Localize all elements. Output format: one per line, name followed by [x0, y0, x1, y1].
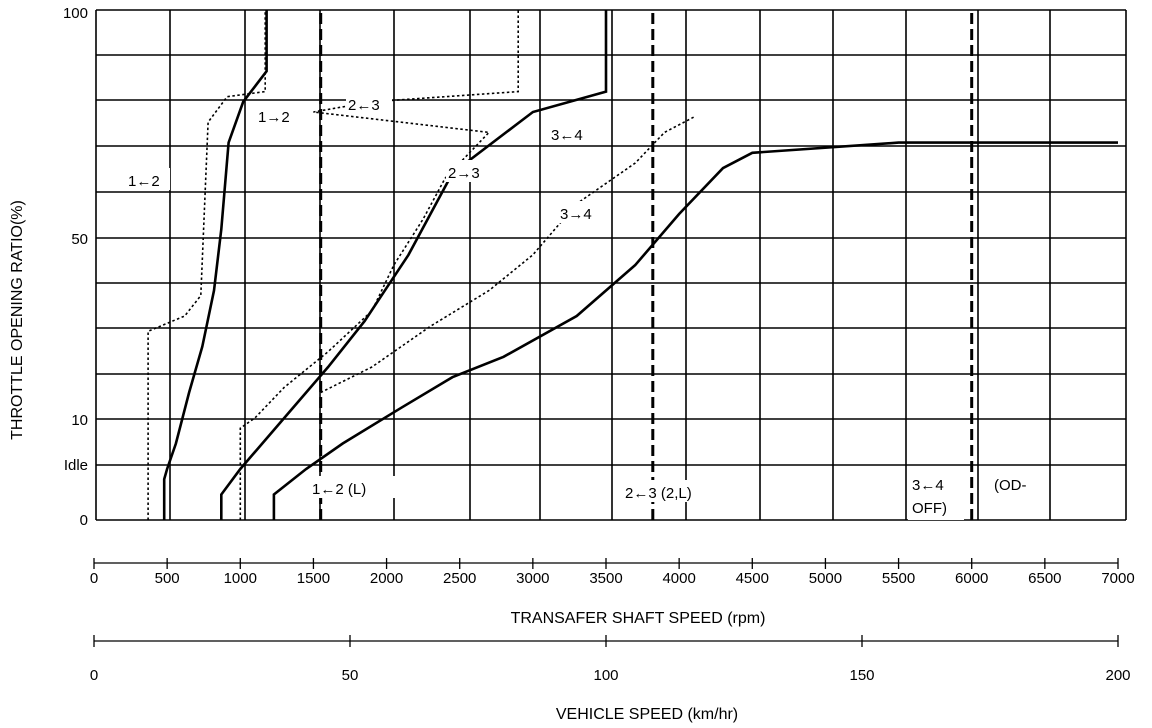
rpm-tick-label-10: 5000	[809, 570, 842, 587]
rpm-tick-label-5: 2500	[443, 570, 476, 587]
label-od: (OD-	[994, 477, 1027, 494]
label-1-2-down: 1←2	[128, 173, 160, 190]
curve-labels: 1→2 1←2 2←3 2→3 3←4 3→4 1←2 (L) 2←3 (2,L…	[126, 92, 1046, 520]
rpm-axis-ticks: 0 500 1000 1500 2000 2500 3000 3500 4000 4500 5000…	[90, 558, 1135, 587]
label-2-3-up: 2→3	[448, 165, 480, 182]
label-2-3-2L: 2←3 (2,L)	[625, 485, 692, 502]
label-2-3-down: 2←3	[348, 97, 380, 114]
series-3	[239, 10, 519, 520]
series-4	[272, 141, 1118, 520]
rpm-tick-label-8: 4000	[662, 570, 695, 587]
series-2	[220, 10, 608, 520]
y-tick-50: 50	[71, 231, 88, 248]
rpm-tick-label-1: 500	[155, 570, 180, 587]
rpm-tick-label-6: 3000	[516, 570, 549, 587]
rpm-tick-label-2: 1000	[224, 570, 257, 587]
rpm-tick-label-0: 0	[90, 570, 98, 587]
y-tick-100: 100	[63, 5, 88, 22]
rpm-tick-label-9: 4500	[736, 570, 769, 587]
y-tick-0: 0	[80, 512, 88, 529]
label-1-2-L: 1←2 (L)	[312, 481, 366, 498]
y-tick-idle: Idle	[64, 457, 88, 474]
speed-tick-label-0: 0	[90, 667, 98, 684]
y-tick-10: 10	[71, 412, 88, 429]
label-3-4-od-off-1: 3←4	[912, 477, 944, 494]
chart-grid	[95, 9, 1127, 521]
label-3-4-down: 3←4	[551, 127, 583, 144]
series-5	[320, 116, 695, 394]
shift-curves	[147, 10, 1118, 520]
rpm-tick-label-12: 6000	[955, 570, 988, 587]
label-3-4-od-off-2: OFF)	[912, 500, 947, 517]
series-0	[162, 10, 268, 520]
series-1	[147, 10, 266, 520]
label-3-4-up: 3→4	[560, 206, 592, 223]
rpm-tick-label-7: 3500	[589, 570, 622, 587]
speed-tick-label-4: 200	[1105, 667, 1130, 684]
speed-tick-label-1: 50	[342, 667, 359, 684]
rpm-tick-label-11: 5500	[882, 570, 915, 587]
rpm-tick-label-4: 2000	[370, 570, 403, 587]
speed-tick-label-2: 100	[593, 667, 618, 684]
rpm-tick-label-3: 1500	[297, 570, 330, 587]
speed-axis-ticks: 0 50 100 150 200	[90, 635, 1131, 684]
label-1-2-up: 1→2	[258, 109, 290, 126]
speed-axis-title: VEHICLE SPEED (km/hr)	[556, 706, 738, 723]
rpm-tick-label-14: 7000	[1101, 570, 1134, 587]
speed-tick-label-3: 150	[849, 667, 874, 684]
rpm-axis-title: TRANSAFER SHAFT SPEED (rpm)	[511, 610, 766, 627]
rpm-tick-label-13: 6500	[1028, 570, 1061, 587]
y-axis-title: THROTTLE OPENING RATIO(%)	[9, 200, 26, 440]
